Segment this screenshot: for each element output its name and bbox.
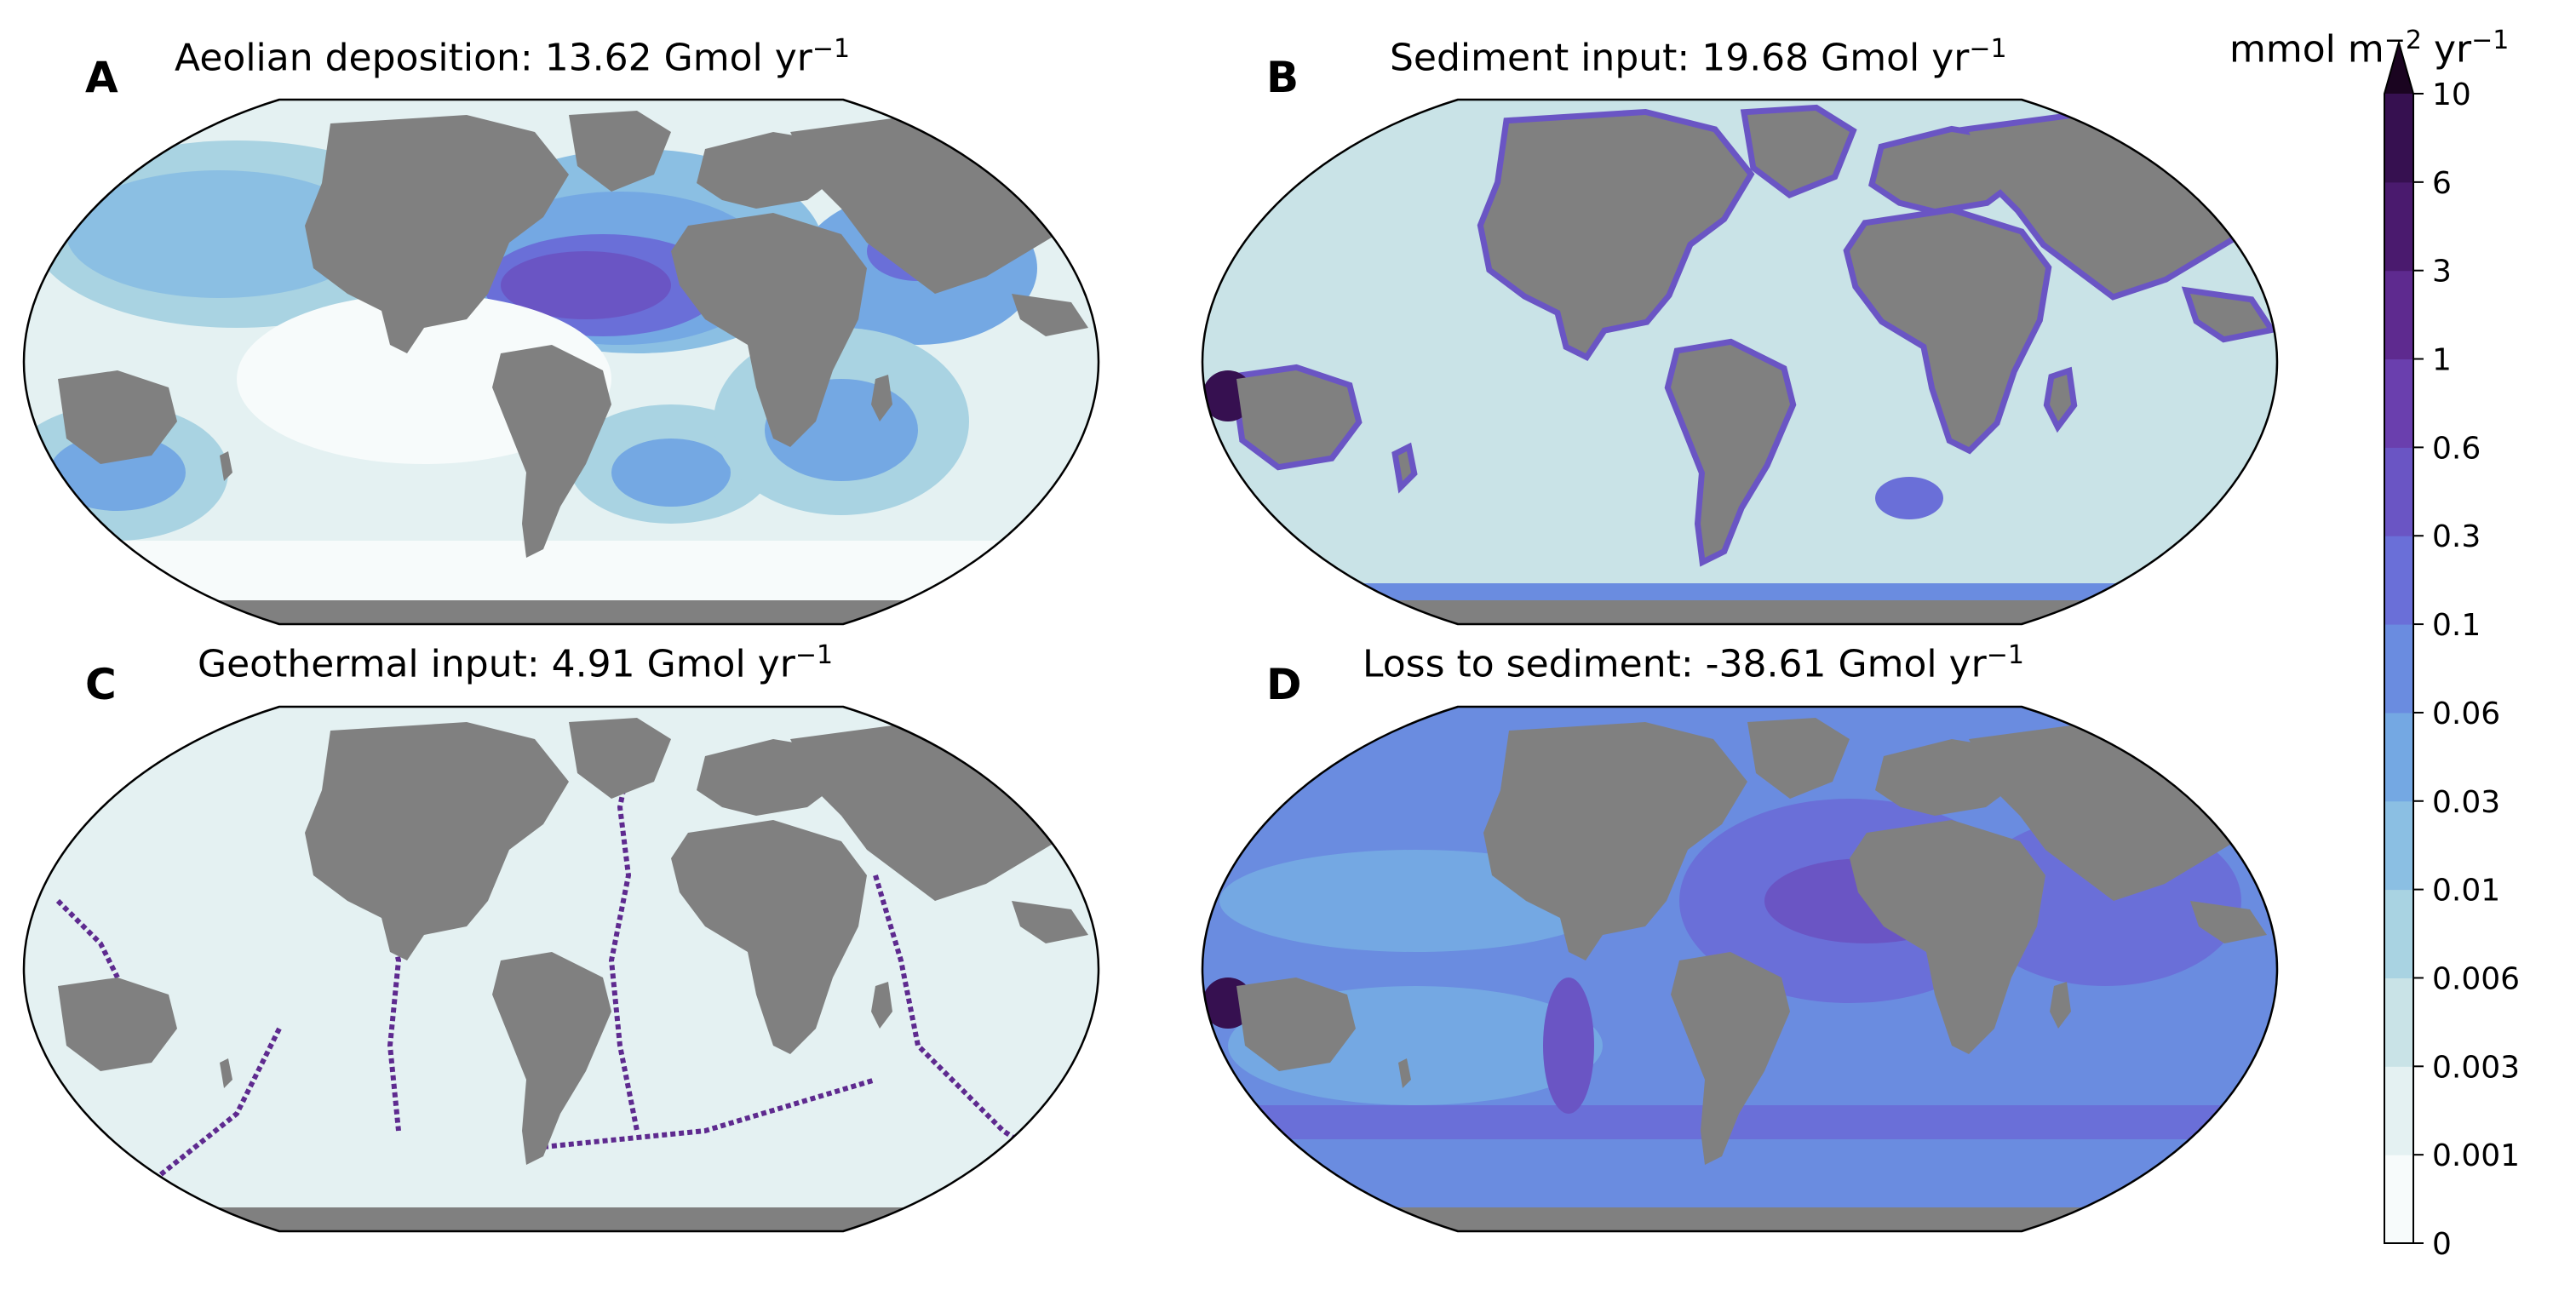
panel-title-c: Geothermal input: 4.91 Gmol yr−1 bbox=[198, 640, 834, 686]
australia-landmass bbox=[1236, 978, 1356, 1071]
colorbar-segment bbox=[2384, 1066, 2413, 1155]
panel-title-a: Aeolian deposition: 13.62 Gmol yr−1 bbox=[175, 34, 851, 80]
new-zealand-landmass bbox=[1398, 451, 1411, 481]
colorbar-tick-label: 0.01 bbox=[2432, 874, 2500, 909]
antarctica-landmass bbox=[1356, 1207, 2122, 1231]
australia-landmass bbox=[58, 370, 177, 464]
colorbar-segment bbox=[2384, 94, 2413, 183]
madagascar-landmass bbox=[871, 375, 892, 421]
colorbar-extend-arrow bbox=[2384, 43, 2413, 94]
madagascar-landmass bbox=[871, 982, 892, 1029]
colorbar-tick-label: 3 bbox=[2432, 255, 2452, 290]
panel-letter-c: C bbox=[85, 660, 117, 709]
north-america-landmass bbox=[305, 722, 569, 960]
panel-title-d: Loss to sediment: -38.61 Gmol yr−1 bbox=[1363, 640, 2024, 686]
map-boundary bbox=[22, 98, 1100, 626]
greenland-landmass bbox=[1747, 111, 1850, 192]
map-boundary bbox=[1201, 98, 2279, 626]
new-zealand-landmass bbox=[220, 451, 232, 481]
colorbar-tick-label: 0.6 bbox=[2432, 431, 2481, 466]
colorbar-segment bbox=[2384, 624, 2413, 714]
colorbar-segment bbox=[2384, 358, 2413, 448]
colorbar-segment bbox=[2384, 270, 2413, 360]
colorbar-tick-label: 0.1 bbox=[2432, 608, 2481, 643]
south-america-landmass bbox=[1671, 952, 1790, 1165]
colorbar-segment bbox=[2384, 1155, 2413, 1244]
madagascar-landmass bbox=[2050, 982, 2071, 1029]
south-america-landmass bbox=[492, 345, 611, 558]
africa-landmass bbox=[671, 213, 867, 447]
colorbar-tick-label: 1 bbox=[2432, 343, 2452, 378]
north-america-landmass bbox=[1483, 115, 1747, 353]
colorbar-segment bbox=[2384, 181, 2413, 272]
colorbar-tick-label: 6 bbox=[2432, 166, 2452, 201]
colorbar-tick-label: 10 bbox=[2432, 77, 2471, 112]
indonesia-landmass bbox=[1012, 294, 1088, 336]
indonesia-landmass bbox=[2190, 294, 2267, 336]
colorbar-segment bbox=[2384, 447, 2413, 536]
colorbar-tick-label: 0.3 bbox=[2432, 519, 2481, 554]
colorbar-segment bbox=[2384, 536, 2413, 625]
australia-landmass bbox=[1236, 370, 1356, 464]
greenland-landmass bbox=[569, 111, 671, 192]
panel-title-b: Sediment input: 19.68 Gmol yr−1 bbox=[1390, 34, 2007, 80]
madagascar-landmass bbox=[2050, 375, 2071, 421]
map-loss bbox=[1201, 705, 2279, 1233]
antarctica-landmass bbox=[177, 1207, 944, 1231]
north-america-landmass bbox=[1483, 722, 1747, 960]
africa-landmass bbox=[1850, 213, 2045, 447]
colorbar-segment bbox=[2384, 800, 2413, 891]
colorbar: 0 0.001 0.003 0.006 0.01 0.03 0.06 0.1 0.3 0.6 1 3 6… bbox=[2384, 39, 2520, 1260]
antarctica-landmass bbox=[177, 600, 944, 624]
map-boundary bbox=[1201, 705, 2279, 1233]
south-america-landmass bbox=[1671, 345, 1790, 558]
antarctica-landmass bbox=[1356, 600, 2122, 624]
panel-letter-a: A bbox=[85, 53, 118, 102]
greenland-landmass bbox=[569, 718, 671, 799]
indonesia-landmass bbox=[2190, 901, 2267, 943]
colorbar-unit-label: mmol m−2 yr−1 bbox=[2229, 26, 2510, 72]
colorbar-tick-label: 0 bbox=[2432, 1227, 2452, 1260]
colorbar-segment bbox=[2384, 889, 2413, 978]
australia-landmass bbox=[58, 978, 177, 1071]
colorbar-tick-label: 0.006 bbox=[2432, 961, 2520, 996]
new-zealand-landmass bbox=[220, 1058, 232, 1088]
map-sediment bbox=[1201, 98, 2279, 626]
indonesia-landmass bbox=[1012, 901, 1088, 943]
greenland-landmass bbox=[1747, 718, 1850, 799]
colorbar-tick-label: 0.001 bbox=[2432, 1138, 2520, 1173]
colorbar-tick-label: 0.003 bbox=[2432, 1050, 2520, 1085]
colorbar-segment bbox=[2384, 978, 2413, 1067]
africa-landmass bbox=[1850, 820, 2045, 1054]
colorbar-segment bbox=[2384, 712, 2413, 802]
map-geothermal bbox=[22, 705, 1100, 1233]
map-boundary bbox=[22, 705, 1100, 1233]
map-aeolian bbox=[22, 98, 1100, 626]
south-america-landmass bbox=[492, 952, 611, 1165]
north-america-landmass bbox=[305, 115, 569, 353]
panel-letter-b: B bbox=[1266, 53, 1299, 102]
colorbar-tick-label: 0.06 bbox=[2432, 697, 2500, 731]
africa-landmass bbox=[671, 820, 867, 1054]
new-zealand-landmass bbox=[1398, 1058, 1411, 1088]
colorbar-tick-label: 0.03 bbox=[2432, 785, 2500, 820]
panel-letter-d: D bbox=[1266, 660, 1302, 709]
